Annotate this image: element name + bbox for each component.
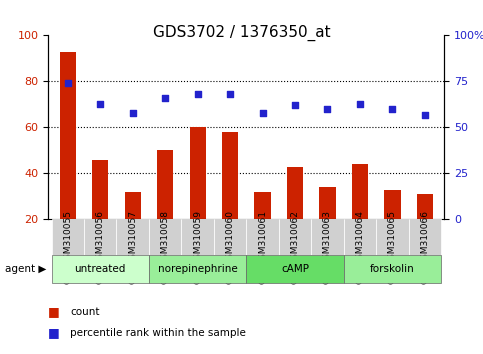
Text: GSM310059: GSM310059 (193, 210, 202, 265)
FancyBboxPatch shape (52, 255, 149, 283)
Point (194, 91, 201, 97)
FancyBboxPatch shape (214, 219, 246, 255)
Text: forskolin: forskolin (370, 264, 415, 274)
FancyBboxPatch shape (246, 255, 344, 283)
Text: GSM310061: GSM310061 (258, 210, 267, 265)
Text: GSM310062: GSM310062 (291, 210, 299, 265)
Point (421, 112, 429, 118)
FancyBboxPatch shape (311, 219, 344, 255)
Point (64, 80, 71, 86)
Text: norepinephrine: norepinephrine (158, 264, 238, 274)
Text: cAMP: cAMP (281, 264, 309, 274)
Bar (384, 190, 400, 266)
FancyBboxPatch shape (149, 255, 246, 283)
Text: GSM310058: GSM310058 (161, 210, 170, 265)
Point (259, 110, 267, 115)
Text: ■: ■ (48, 326, 60, 339)
Point (388, 106, 396, 112)
Text: GSM310060: GSM310060 (226, 210, 235, 265)
Point (226, 91, 234, 97)
Point (161, 95, 169, 101)
FancyBboxPatch shape (344, 255, 441, 283)
Text: GSM310055: GSM310055 (63, 210, 72, 265)
Bar (92, 160, 108, 266)
FancyBboxPatch shape (52, 219, 84, 255)
Bar (157, 150, 173, 266)
Point (356, 101, 364, 106)
Point (324, 106, 331, 112)
Text: GSM310063: GSM310063 (323, 210, 332, 265)
Text: GSM310066: GSM310066 (420, 210, 429, 265)
FancyBboxPatch shape (149, 219, 182, 255)
Bar (319, 187, 336, 266)
FancyBboxPatch shape (246, 219, 279, 255)
FancyBboxPatch shape (344, 219, 376, 255)
Bar (417, 194, 433, 266)
Text: agent ▶: agent ▶ (5, 264, 46, 274)
Text: percentile rank within the sample: percentile rank within the sample (70, 328, 246, 338)
Bar (222, 132, 238, 266)
FancyBboxPatch shape (279, 219, 311, 255)
Point (291, 103, 299, 108)
Text: ■: ■ (48, 305, 60, 318)
Point (129, 110, 137, 115)
Bar (60, 51, 76, 266)
Text: GSM310065: GSM310065 (388, 210, 397, 265)
Text: GSM310056: GSM310056 (96, 210, 105, 265)
FancyBboxPatch shape (84, 219, 116, 255)
Text: untreated: untreated (74, 264, 126, 274)
Bar (255, 192, 270, 266)
Bar (189, 127, 206, 266)
Bar (352, 164, 368, 266)
Text: count: count (70, 307, 99, 316)
FancyBboxPatch shape (376, 219, 409, 255)
Text: GSM310064: GSM310064 (355, 210, 365, 265)
Text: GSM310057: GSM310057 (128, 210, 137, 265)
Bar (287, 166, 303, 266)
FancyBboxPatch shape (182, 219, 214, 255)
Point (97, 101, 104, 106)
FancyBboxPatch shape (116, 219, 149, 255)
FancyBboxPatch shape (409, 219, 441, 255)
Text: GDS3702 / 1376350_at: GDS3702 / 1376350_at (153, 25, 330, 41)
Bar (125, 192, 141, 266)
